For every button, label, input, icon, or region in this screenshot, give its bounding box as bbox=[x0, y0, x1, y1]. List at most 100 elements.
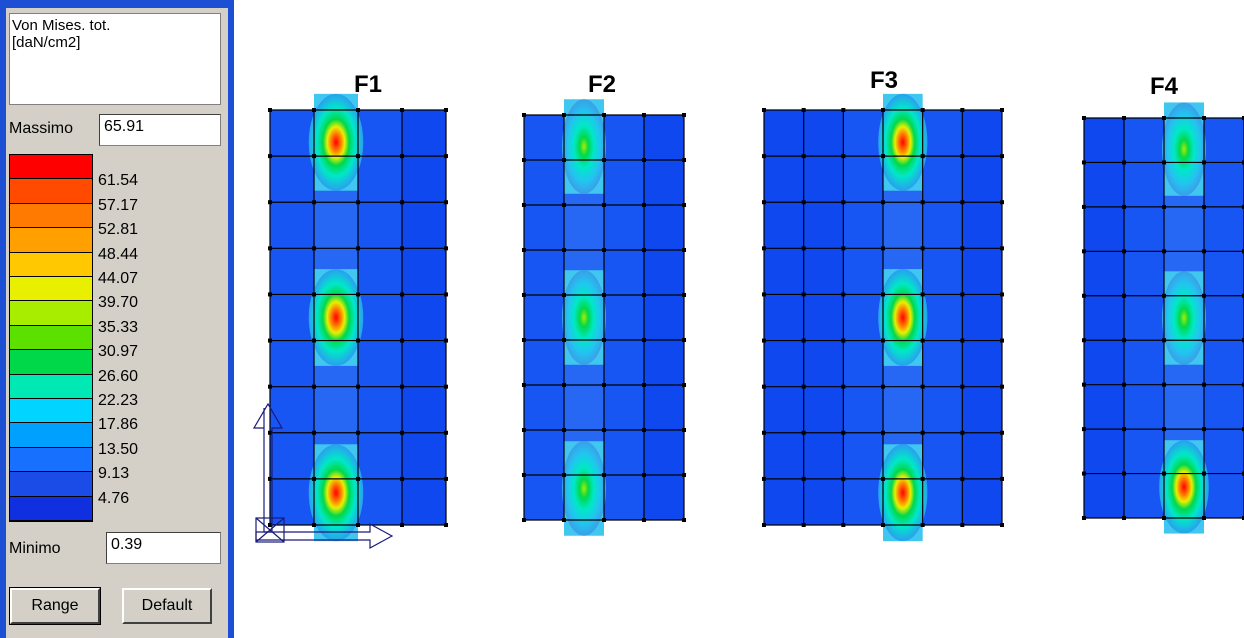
mesh-node bbox=[268, 108, 272, 112]
mesh-node bbox=[960, 154, 965, 159]
mesh-node bbox=[1082, 427, 1086, 432]
stress-hotspot bbox=[1162, 102, 1206, 196]
scale-value-label: 13.50 bbox=[98, 440, 139, 458]
mesh-node bbox=[960, 246, 965, 251]
default-button[interactable]: Default bbox=[122, 588, 212, 624]
mesh-node bbox=[881, 430, 885, 435]
mesh-node bbox=[1122, 249, 1126, 254]
mesh-node bbox=[1242, 293, 1244, 298]
min-value-field[interactable]: 0.39 bbox=[106, 532, 221, 564]
mesh-node bbox=[522, 518, 526, 522]
mesh-node bbox=[762, 108, 766, 112]
mesh-node bbox=[522, 338, 526, 342]
stress-hotspot bbox=[878, 269, 928, 366]
range-button[interactable]: Range bbox=[9, 587, 101, 625]
mesh-node bbox=[881, 108, 885, 112]
mesh-node bbox=[268, 200, 272, 205]
panel-f2: F2 bbox=[522, 71, 686, 536]
mesh-node bbox=[1082, 338, 1086, 343]
scale-swatch bbox=[10, 472, 92, 497]
scale-value-label: 57.17 bbox=[98, 196, 139, 214]
mesh-node bbox=[1162, 204, 1166, 209]
mesh-node bbox=[444, 430, 448, 435]
scale-value-label: 22.23 bbox=[98, 392, 139, 409]
mesh-node bbox=[444, 476, 448, 481]
mesh-node bbox=[642, 248, 646, 252]
mesh-node bbox=[841, 292, 846, 297]
mesh-node bbox=[1082, 204, 1086, 209]
mesh-node bbox=[400, 292, 404, 297]
mesh-node bbox=[920, 338, 925, 343]
scale-value-label: 4.76 bbox=[98, 489, 130, 507]
panel-f1-map bbox=[268, 93, 448, 542]
mesh-node bbox=[602, 338, 606, 342]
mesh-node bbox=[841, 108, 846, 112]
mesh-node bbox=[920, 292, 925, 297]
mesh-node bbox=[1202, 116, 1206, 120]
mesh-node bbox=[762, 246, 766, 251]
stress-band bbox=[358, 110, 402, 525]
stress-hotspot bbox=[1159, 440, 1209, 534]
mesh-node bbox=[1122, 471, 1126, 476]
scale-swatch bbox=[10, 496, 92, 521]
mesh-node bbox=[522, 203, 526, 207]
mesh-node bbox=[444, 108, 448, 112]
mesh-node bbox=[642, 428, 646, 432]
mesh-node bbox=[682, 383, 686, 387]
scale-value-label: 61.54 bbox=[98, 172, 139, 190]
stress-band bbox=[524, 115, 564, 520]
mesh-node bbox=[400, 384, 404, 389]
mesh-node bbox=[920, 430, 925, 435]
mesh-node bbox=[762, 154, 766, 159]
mesh-node bbox=[312, 523, 316, 527]
mesh-node bbox=[1122, 382, 1126, 387]
mesh-node bbox=[1122, 338, 1126, 343]
max-value-field[interactable]: 65.91 bbox=[99, 114, 221, 146]
mesh-node bbox=[762, 384, 766, 389]
mesh-node bbox=[642, 338, 646, 342]
mesh-node bbox=[400, 523, 404, 527]
mesh-node bbox=[762, 523, 766, 527]
mesh-node bbox=[801, 108, 806, 112]
mesh-node bbox=[1202, 471, 1206, 476]
mesh-node bbox=[356, 523, 360, 527]
scale-value-label: 35.33 bbox=[98, 318, 139, 336]
mesh-node bbox=[1162, 249, 1166, 254]
mesh-node bbox=[642, 383, 646, 387]
stress-hotspot bbox=[562, 270, 606, 365]
mesh-node bbox=[356, 154, 360, 159]
mesh-node bbox=[444, 246, 448, 251]
mesh-node bbox=[960, 200, 965, 205]
mesh-node bbox=[356, 292, 360, 297]
mesh-node bbox=[602, 518, 606, 522]
mesh-node bbox=[1162, 471, 1166, 476]
mesh-node bbox=[1162, 116, 1166, 120]
mesh-node bbox=[522, 428, 526, 432]
mesh-node bbox=[801, 246, 806, 251]
mesh-node bbox=[642, 473, 646, 477]
stress-hotspot bbox=[562, 441, 606, 536]
mesh-node bbox=[400, 430, 404, 435]
mesh-node bbox=[960, 108, 965, 112]
mesh-node bbox=[444, 384, 448, 389]
min-label: Minimo bbox=[9, 540, 61, 557]
mesh-node bbox=[444, 200, 448, 205]
mesh-node bbox=[1162, 160, 1166, 165]
mesh-node bbox=[268, 338, 272, 343]
scale-value-label: 44.07 bbox=[98, 270, 139, 287]
scale-swatch bbox=[10, 277, 92, 302]
scale-swatch bbox=[10, 155, 92, 180]
mesh-node bbox=[312, 154, 316, 159]
mesh-node bbox=[602, 248, 606, 252]
mesh-node bbox=[312, 108, 316, 112]
mesh-node bbox=[881, 154, 885, 159]
mesh-node bbox=[960, 384, 965, 389]
mesh-node bbox=[642, 293, 646, 297]
mesh-node bbox=[268, 430, 272, 435]
mesh-node bbox=[312, 476, 316, 481]
mesh-node bbox=[1242, 471, 1244, 476]
mesh-node bbox=[1082, 382, 1086, 387]
mesh-node bbox=[1000, 246, 1004, 251]
mesh-node bbox=[960, 476, 965, 481]
